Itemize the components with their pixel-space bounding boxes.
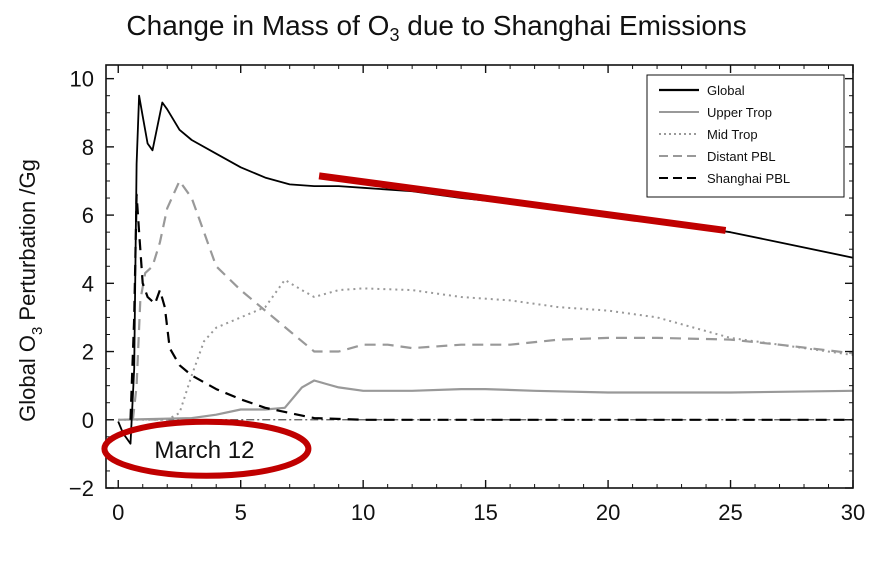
ticks-layer: 0 5 10 15 20 25 30 −2 0 2 4 6 8 10 [69,65,865,525]
x-tick-label: 20 [596,500,620,525]
legend-label: Mid Trop [707,127,758,142]
series-line-shanghai-pbl [129,193,853,421]
series-line-mid-trop [118,278,854,421]
x-tick-label: 30 [841,500,865,525]
plot-frame [105,64,854,489]
y-axis-label: Global O3 Perturbation /Gg [15,159,46,422]
series-line-upper-trop [118,379,854,421]
x-tick-label: 5 [235,500,247,525]
legend-label: Shanghai PBL [707,171,790,186]
chart-title: Change in Mass of O3 due to Shanghai Emi… [0,10,873,46]
series-line-distant-pbl [131,179,854,420]
y-tick-label: 4 [82,271,94,296]
legend-label: Global [707,83,745,98]
legend-label: Distant PBL [707,149,776,164]
y-tick-label: 8 [82,135,94,160]
y-tick-label: 10 [70,67,94,92]
y-tick-label: 6 [82,203,94,228]
trend-annotation-line [318,172,727,234]
y-tick-label: −2 [69,476,94,501]
x-tick-label: 25 [718,500,742,525]
legend-box [646,74,845,198]
y-tick-label: 0 [82,408,94,433]
march-12-highlight-ellipse [101,418,312,479]
legend: Global Upper Trop Mid Trop Distant PBL Shang… [646,74,845,198]
legend-label: Upper Trop [707,105,772,120]
x-tick-label: 0 [112,500,124,525]
title-subscript: 3 [389,25,400,45]
title-main-text: Change in Mass of O [126,10,390,41]
x-tick-label: 15 [473,500,497,525]
x-tick-label: 10 [351,500,375,525]
title-tail-text: due to Shanghai Emissions [399,10,747,41]
y-tick-label: 2 [82,340,94,365]
march-12-label: March 12 [154,437,254,464]
annotation-layer: March 12 [101,172,727,479]
